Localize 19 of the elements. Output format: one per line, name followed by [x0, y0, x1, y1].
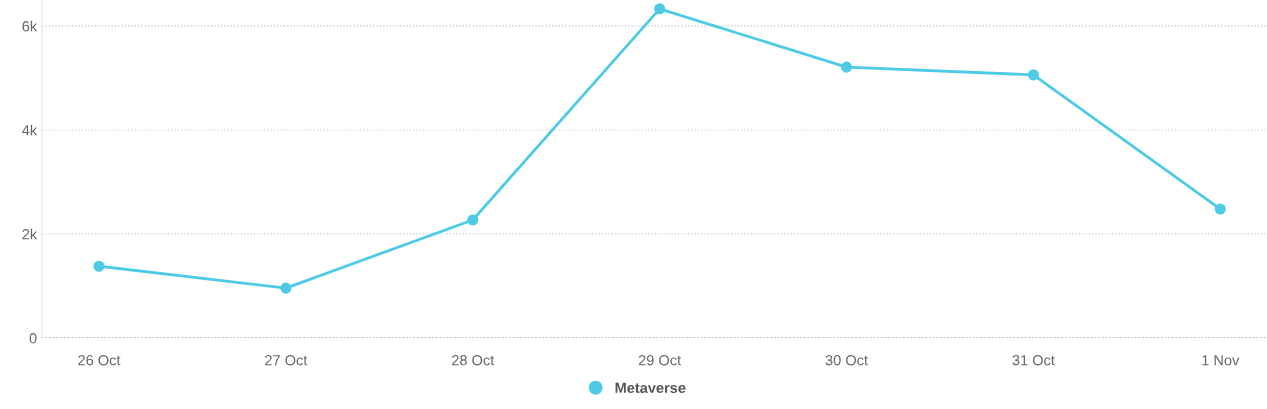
point: [1027, 69, 1039, 81]
point: [840, 61, 853, 73]
y-tick-label: 4k: [22, 124, 38, 136]
point: [93, 260, 105, 272]
x-tick-label: 1 Nov: [1202, 355, 1240, 366]
x-tick-label: 27 Oct: [265, 355, 308, 366]
x-tick-label: 31 Oct: [1012, 355, 1055, 366]
point: [467, 214, 479, 226]
point: [1214, 203, 1226, 215]
x-tick-label: 26 Oct: [78, 355, 121, 366]
point: [654, 3, 666, 15]
point: [280, 282, 292, 294]
x-tick-label: 30 Oct: [825, 355, 868, 366]
x-tick-label: 29 Oct: [638, 355, 682, 366]
y-tick-label: 2k: [22, 228, 38, 240]
y-tick-label: 0: [29, 333, 37, 344]
legend-label: Metaverse: [615, 382, 686, 393]
x-tick-label: 28 Oct: [452, 355, 495, 366]
y-tick-label: 6k: [22, 20, 38, 32]
